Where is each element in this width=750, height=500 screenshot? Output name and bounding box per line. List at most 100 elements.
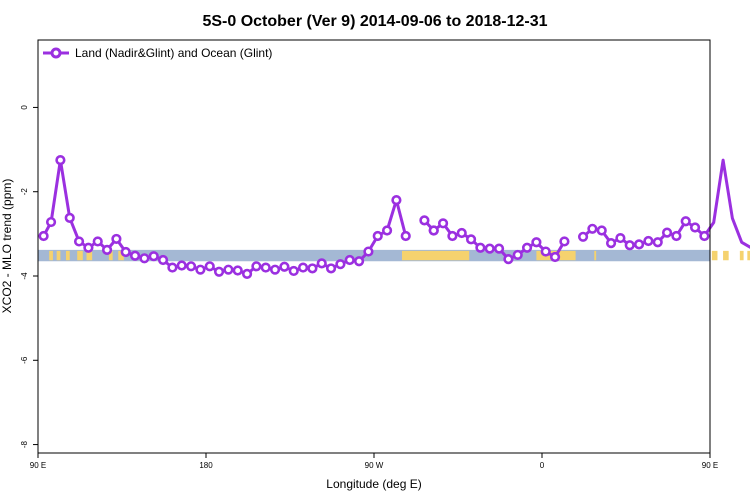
data-point <box>624 240 635 251</box>
y-axis-label: XCO2 - MLO trend (ppm) <box>0 179 14 314</box>
data-point <box>605 238 617 249</box>
data-point <box>531 237 542 248</box>
data-point <box>577 231 589 242</box>
data-point <box>437 218 449 229</box>
data-points <box>38 155 710 279</box>
data-point <box>559 236 570 247</box>
data-point <box>251 261 262 272</box>
data-point <box>671 230 682 242</box>
data-point <box>185 261 197 272</box>
data-point <box>241 268 253 279</box>
x-tick-label: 0 <box>540 461 545 470</box>
data-point <box>64 212 75 223</box>
data-point <box>391 195 402 206</box>
data-point <box>38 230 49 242</box>
data-point <box>307 263 318 274</box>
data-point <box>213 266 225 277</box>
data-point <box>111 233 122 245</box>
data-point <box>363 246 374 257</box>
data-point <box>129 250 141 261</box>
land-segment <box>108 250 113 261</box>
data-point <box>596 225 607 236</box>
data-point <box>699 230 710 242</box>
land-segment <box>594 250 597 261</box>
data-point <box>167 262 178 273</box>
data-point <box>615 232 626 244</box>
data-point <box>540 246 551 257</box>
data-point <box>297 262 309 273</box>
data-point <box>419 215 430 226</box>
land-segment <box>56 250 61 261</box>
data-point <box>279 261 290 272</box>
land-segment <box>118 250 124 261</box>
data-point <box>680 216 691 227</box>
y-tick-label: -6 <box>20 356 29 364</box>
data-point <box>353 256 365 267</box>
data-point <box>204 261 215 272</box>
y-axis-ticks: 0 -2 -4 -6 -8 <box>20 105 38 448</box>
data-point <box>176 260 187 271</box>
data-point <box>101 244 113 255</box>
land-segment <box>86 250 93 261</box>
x-tick-label: 90 W <box>365 461 384 470</box>
data-point <box>335 259 346 270</box>
data-point <box>92 236 103 247</box>
data-point <box>83 242 94 253</box>
y-tick-label: 0 <box>20 105 29 110</box>
data-point <box>344 254 355 266</box>
data-point <box>260 262 271 273</box>
land-segment <box>739 250 744 261</box>
x-axis-ticks: 90 E 180 90 W 0 90 E <box>30 453 718 470</box>
data-point <box>633 239 645 250</box>
land-segment <box>711 250 718 261</box>
data-point <box>120 246 131 258</box>
data-point <box>288 265 299 277</box>
x-axis-label: Longitude (deg E) <box>326 477 421 491</box>
data-point <box>484 243 495 254</box>
land-segment <box>747 250 750 261</box>
land-segment <box>49 250 53 261</box>
data-point <box>447 230 458 242</box>
data-point <box>325 263 337 274</box>
x-tick-label: 90 E <box>30 461 46 470</box>
data-point <box>148 251 159 262</box>
land-segment <box>66 250 70 261</box>
data-point <box>549 251 561 263</box>
data-point <box>73 236 85 247</box>
data-point <box>195 264 206 275</box>
data-point <box>587 223 598 234</box>
data-point <box>269 264 281 275</box>
data-point <box>643 235 654 247</box>
ocean-band <box>38 249 710 262</box>
data-point <box>503 254 514 265</box>
land-segment <box>402 250 470 261</box>
legend-marker <box>50 47 62 59</box>
y-tick-label: -8 <box>20 440 29 448</box>
data-point <box>45 216 57 228</box>
data-point <box>689 222 701 233</box>
x-tick-label: 180 <box>199 461 213 470</box>
data-point <box>400 230 411 242</box>
data-point <box>55 155 66 166</box>
data-point <box>381 225 393 236</box>
data-point <box>232 265 243 276</box>
data-point <box>661 227 673 238</box>
data-point <box>493 243 505 254</box>
data-point <box>475 242 486 253</box>
data-point <box>139 253 150 264</box>
data-point <box>512 249 523 261</box>
land-segment <box>77 250 83 261</box>
data-point <box>456 227 467 239</box>
legend-label: Land (Nadir&Glint) and Ocean (Glint) <box>75 46 272 60</box>
data-point <box>465 234 477 245</box>
data-point <box>428 225 439 236</box>
data-point <box>652 237 663 248</box>
data-point <box>521 242 533 253</box>
y-tick-label: -4 <box>20 272 29 280</box>
data-point <box>316 258 327 269</box>
land-segment <box>723 250 729 261</box>
data-point <box>223 264 234 275</box>
data-point <box>372 230 383 242</box>
legend: Land (Nadir&Glint) and Ocean (Glint) <box>43 46 272 60</box>
